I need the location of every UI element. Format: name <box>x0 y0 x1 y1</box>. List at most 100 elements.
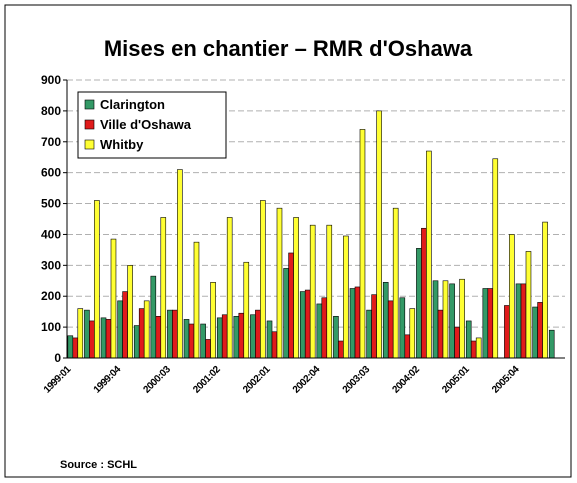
y-tick-label: 300 <box>41 258 61 272</box>
bar <box>532 306 538 359</box>
bar <box>349 288 356 359</box>
bar <box>255 309 261 359</box>
bar <box>160 217 167 359</box>
bar <box>216 317 223 359</box>
bar <box>271 331 278 359</box>
bar <box>392 207 399 359</box>
bar <box>492 158 499 359</box>
legend-swatch <box>84 139 95 150</box>
bar <box>138 308 145 359</box>
bar <box>193 241 200 359</box>
bar <box>133 325 140 359</box>
bar <box>143 300 150 359</box>
bar <box>399 297 406 359</box>
legend-box <box>77 91 227 159</box>
bar <box>449 283 455 359</box>
bar <box>200 323 206 359</box>
bar <box>309 224 316 359</box>
bar <box>72 337 79 359</box>
bar <box>343 235 349 359</box>
bar <box>382 282 389 359</box>
y-tick-label: 0 <box>54 351 61 365</box>
bar <box>437 309 444 359</box>
bar <box>155 315 162 359</box>
frame <box>4 4 572 478</box>
legend-label: Clarington <box>100 97 165 112</box>
bar <box>110 238 117 359</box>
bar <box>509 234 515 359</box>
bar <box>260 200 266 359</box>
y-tick-label: 700 <box>41 135 61 149</box>
bar <box>288 252 294 359</box>
y-tick-label: 200 <box>41 289 61 303</box>
bar <box>366 309 372 359</box>
legend-label: Whitby <box>100 137 144 152</box>
bar <box>226 217 233 359</box>
bar <box>421 227 427 359</box>
y-tick-label: 800 <box>41 104 61 118</box>
bar <box>177 169 183 359</box>
bar <box>293 217 299 359</box>
bar <box>304 289 311 359</box>
bar <box>276 207 283 359</box>
legend-label: Ville d'Oshawa <box>100 117 192 132</box>
bar <box>470 340 477 359</box>
bar <box>233 315 240 359</box>
bar <box>475 337 482 359</box>
chart-title: Mises en chantier – RMR d'Oshawa <box>104 36 473 61</box>
bar <box>504 305 510 359</box>
bar <box>326 224 333 359</box>
bar <box>404 334 411 359</box>
bar <box>321 297 328 359</box>
bar <box>525 251 532 359</box>
bar <box>238 312 245 359</box>
bar <box>127 265 133 359</box>
bar <box>409 308 416 359</box>
y-tick-label: 100 <box>41 320 61 334</box>
y-tick-label: 400 <box>41 227 61 241</box>
source: Source : SCHL <box>60 459 137 471</box>
bar <box>442 280 449 359</box>
bar <box>89 320 95 359</box>
bar <box>515 283 522 359</box>
bar <box>250 314 256 359</box>
bar <box>266 320 273 359</box>
bar <box>167 309 173 359</box>
bar <box>100 317 107 359</box>
y-tick-label: 900 <box>41 73 61 87</box>
bar <box>221 314 228 359</box>
bar <box>210 282 216 359</box>
bar <box>150 275 157 359</box>
bar <box>542 221 548 359</box>
bar <box>548 329 555 359</box>
bar <box>316 303 323 359</box>
bar <box>243 261 250 359</box>
bar <box>426 150 432 359</box>
bar <box>416 248 422 359</box>
bar <box>459 278 465 359</box>
bar <box>94 200 100 359</box>
y-tick-label: 600 <box>41 166 61 180</box>
bar <box>117 300 123 359</box>
bar <box>77 308 84 359</box>
bar <box>454 326 460 359</box>
bar <box>482 288 489 359</box>
bar <box>333 315 339 359</box>
bar <box>376 110 382 359</box>
bar <box>487 288 494 359</box>
legend-swatch <box>84 119 95 130</box>
bar <box>172 309 178 359</box>
bar <box>465 320 472 359</box>
bar <box>67 335 74 359</box>
bar <box>354 286 361 359</box>
bar <box>520 283 527 359</box>
bar <box>122 291 128 359</box>
bar <box>205 339 211 359</box>
bar <box>283 268 289 359</box>
bar <box>359 129 366 359</box>
bar <box>432 280 439 359</box>
bar <box>537 302 543 359</box>
bar <box>183 319 190 359</box>
bar <box>84 309 90 359</box>
